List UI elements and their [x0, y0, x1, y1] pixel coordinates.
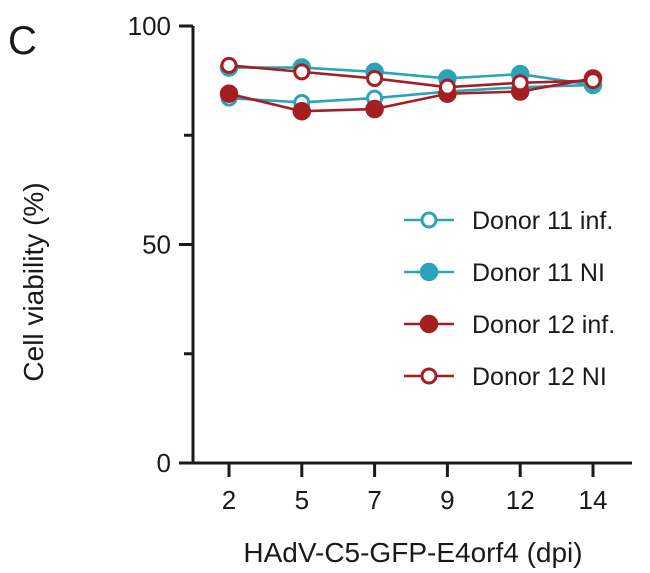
- y-tick-label: 50: [142, 230, 171, 260]
- y-ticks: 0 50 100: [128, 11, 193, 478]
- data-point: [584, 72, 602, 90]
- legend-marker: [419, 262, 439, 282]
- series-line: [228, 77, 594, 113]
- legend-label: Donor 12 inf.: [472, 311, 615, 339]
- legend-item: Donor 12 NI: [404, 363, 607, 391]
- legend-item: Donor 11 inf.: [404, 207, 613, 235]
- series-donor-12-ni: [220, 56, 602, 96]
- legend: Donor 11 inf. Donor 11 NI Donor 12 inf. Don…: [404, 207, 615, 391]
- data-point: [366, 69, 384, 87]
- series-line: [228, 83, 594, 104]
- y-tick-label: 100: [128, 11, 171, 41]
- legend-marker: [420, 367, 438, 385]
- legend-label: Donor 11 inf.: [472, 207, 613, 235]
- data-point: [293, 63, 311, 81]
- legend-label: Donor 11 NI: [472, 259, 605, 287]
- y-tick-label: 0: [157, 448, 171, 478]
- data-point: [219, 84, 239, 103]
- x-ticks: 2 5 7 9 12 14: [222, 463, 608, 515]
- data-point: [511, 74, 529, 92]
- x-tick-label: 2: [222, 485, 236, 515]
- series-layer: [219, 56, 603, 121]
- data-point: [220, 56, 238, 74]
- x-tick-label: 9: [440, 485, 454, 515]
- series-line: [228, 64, 594, 89]
- data-point: [292, 101, 312, 121]
- legend-marker: [420, 211, 438, 229]
- series-line: [229, 66, 594, 87]
- x-axis-label: HAdV-C5-GFP-E4orf4 (dpi): [243, 537, 582, 568]
- y-axis-label: Cell viability (%): [18, 182, 49, 381]
- legend-marker: [419, 314, 439, 334]
- data-point: [438, 78, 456, 96]
- data-point: [365, 99, 384, 119]
- x-tick-label: 14: [579, 485, 608, 515]
- legend-item: Donor 12 inf.: [404, 311, 615, 339]
- x-tick-label: 5: [295, 485, 309, 515]
- legend-label: Donor 12 NI: [472, 363, 607, 391]
- x-tick-label: 12: [506, 485, 535, 515]
- legend-item: Donor 11 NI: [404, 259, 605, 287]
- x-tick-label: 7: [367, 485, 381, 515]
- panel-label: C: [8, 19, 37, 63]
